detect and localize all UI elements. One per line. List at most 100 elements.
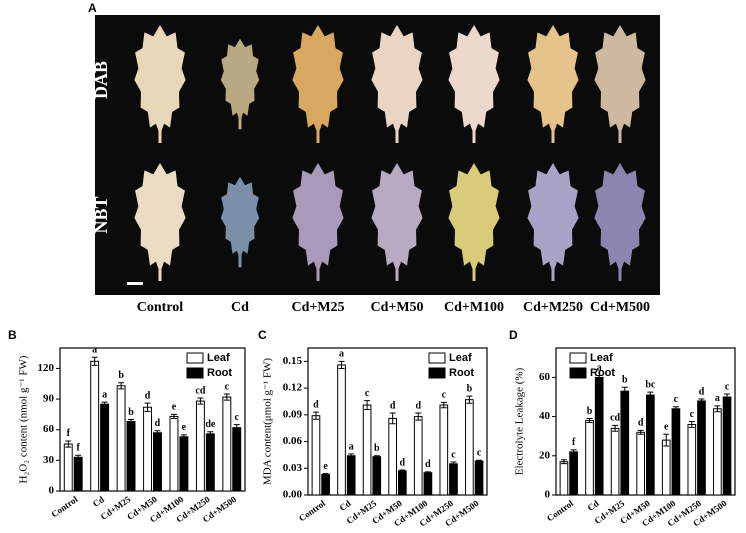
y-tick-label: 90 [43,393,55,405]
bar [465,399,474,496]
error-bar [223,393,230,401]
bar [337,364,346,496]
significance-letter: b [467,383,473,394]
bar [205,433,215,492]
y-tick-label: 0.06 [283,435,303,447]
y-axis-label: Electrolyte Leakage (%) [514,367,526,475]
column-label: Cd+M50 [370,300,423,315]
plot-frame [307,347,488,496]
significance-letter: bc [645,379,656,390]
error-bar [101,401,108,407]
legend-swatch [428,367,446,379]
error-bar [197,397,204,405]
error-bar [714,405,721,413]
leaf [220,38,260,122]
bar [687,423,697,496]
significance-letter: a [715,393,720,404]
leaf [448,163,500,273]
bar [620,390,630,496]
y-tick-label: 0 [545,489,551,501]
bar [100,403,110,492]
bar [585,420,594,496]
column-label: Cd+M100 [444,300,504,315]
error-bar [75,454,82,460]
bar [116,385,126,492]
panel-letter: A [88,1,97,15]
error-bar [128,419,135,425]
error-bar [724,393,731,401]
significance-letter: c [235,412,240,423]
significance-letter: de [205,419,216,430]
y-tick-label: 0.00 [283,489,303,501]
legend-swatch [428,352,446,364]
plot-frame [59,347,246,492]
bar [610,427,620,496]
y-axis-label: MDA content(μmol g⁻¹ FW) [262,358,274,485]
bar [569,451,578,496]
x-tick-label: Control [49,494,80,520]
error-bar [338,360,345,369]
error-bar [586,418,593,423]
legend-swatch [569,367,587,379]
y-tick-label: 60 [539,371,551,383]
legend-label: Leaf [207,352,230,364]
y-tick-label: 0 [49,485,55,497]
error-bar [698,398,705,404]
leaf-photos [134,25,646,281]
significance-letter: d [313,399,319,410]
leaf [448,25,500,135]
bar [179,436,189,492]
column-label: Cd [231,300,249,315]
x-tick-label: Cd [91,494,106,509]
bar [232,427,242,492]
significance-letter: b [118,370,124,381]
error-bar [440,401,447,409]
leaf [292,25,344,135]
legend-label: Leaf [590,352,613,364]
error-bar [612,424,619,432]
bar [90,360,100,492]
leaf [371,163,423,273]
error-bar [560,459,567,465]
bar [671,408,681,496]
significance-letter: b [622,374,628,385]
plot-frame [555,347,736,496]
leaf [527,163,579,273]
error-bar [91,356,98,366]
significance-letter: b [374,443,380,454]
error-bar [596,374,603,380]
error-bar [322,473,329,476]
significance-letter: d [425,459,431,470]
y-tick-label: 30 [43,454,55,466]
significance-letter: d [145,390,151,401]
bar [321,474,330,496]
x-tick-label: Control [297,498,328,524]
bar [362,404,372,496]
bar [63,443,73,492]
error-bar [65,440,72,448]
error-bar [180,434,187,440]
significance-letter: e [182,422,187,433]
bar [126,421,136,492]
bar [474,460,484,496]
bar [143,406,152,492]
x-tick-label: Cd [338,498,353,513]
legend-swatch [186,352,204,364]
bar [73,456,83,492]
error-bar [476,459,483,463]
error-bar [672,406,679,412]
error-bar [450,461,457,467]
significance-letter: a [597,363,602,374]
error-bar [154,430,161,436]
error-bar [621,386,628,396]
y-tick-label: 0.09 [283,408,303,420]
significance-letter: c [674,394,679,405]
error-bar [207,431,214,437]
significance-letter: b [128,407,134,418]
significance-letter: b [587,406,593,417]
significance-letter: d [390,400,396,411]
bar [439,404,449,496]
row-label: DAB [91,61,111,99]
legend-label: Root [207,367,232,379]
